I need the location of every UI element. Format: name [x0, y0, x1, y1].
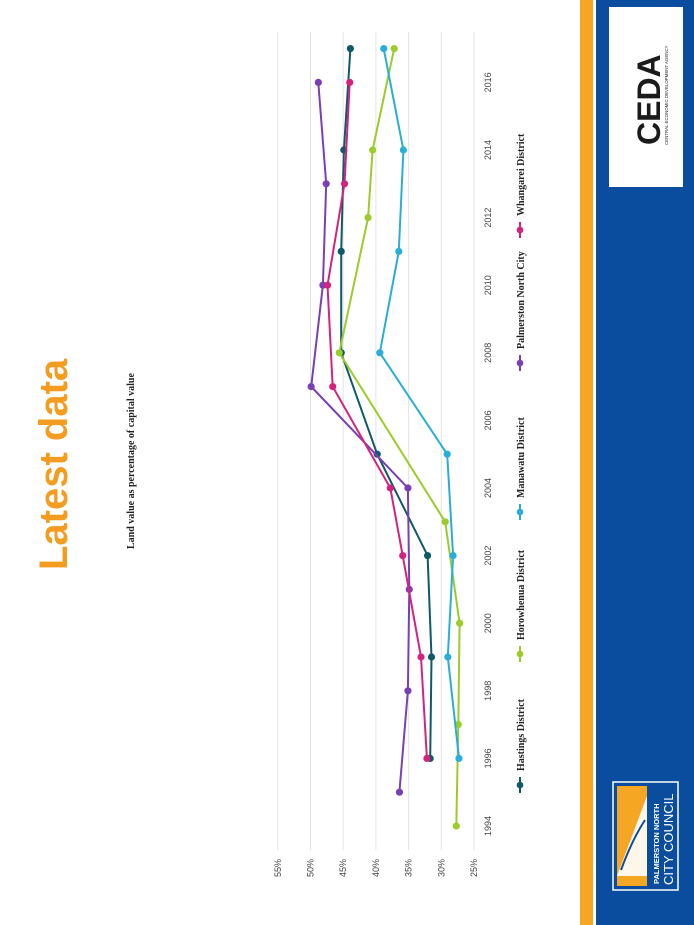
data-point	[449, 552, 457, 560]
data-point	[322, 180, 330, 188]
x-tick-label: 2002	[483, 546, 493, 566]
y-tick-label: 40%	[371, 859, 381, 877]
x-tick-label: 2014	[483, 140, 493, 160]
y-tick-label: 35%	[404, 859, 414, 877]
x-tick-label: 1996	[483, 748, 493, 768]
data-point	[335, 349, 343, 357]
data-point	[454, 721, 462, 729]
data-point	[373, 450, 381, 458]
y-tick-label: 25%	[469, 859, 479, 877]
slide-title: Latest data	[32, 358, 76, 570]
series-layer	[307, 45, 464, 830]
legend-label: Whangarei District	[516, 133, 527, 216]
data-point	[337, 247, 345, 255]
legend: Hastings District Horowhenua District Mana…	[516, 133, 527, 793]
series-1	[337, 45, 436, 763]
ceda-logo: CEDA CENTRAL ECONOMIC DEVELOPMENT AGENCY	[609, 7, 683, 187]
legend-item: Hastings District	[516, 698, 527, 793]
data-point	[329, 383, 337, 391]
data-point	[369, 146, 377, 154]
council-logo-line1: PALMERSTON NORTH	[652, 803, 661, 884]
data-point	[395, 788, 404, 796]
legend-item: Whangarei District	[516, 133, 527, 238]
data-point	[441, 518, 449, 526]
legend-item: Palmerston North City	[516, 251, 527, 371]
x-tick-label: 2008	[483, 343, 493, 363]
legend-item: Horowhenua District	[516, 549, 527, 662]
series-line	[378, 48, 460, 759]
series-4	[307, 78, 413, 796]
series-line	[310, 82, 411, 793]
series-2	[335, 45, 464, 830]
legend-swatch-marker	[516, 781, 524, 789]
data-point	[395, 247, 403, 255]
council-logo-line2: CITY COUNCIL	[661, 794, 676, 886]
series-5	[323, 78, 431, 763]
data-point	[423, 552, 432, 560]
data-point	[323, 281, 332, 289]
data-point	[314, 78, 322, 86]
legend-item: Manawatu District	[516, 417, 527, 520]
legend-swatch-marker	[516, 650, 524, 658]
x-tick-label: 1998	[483, 681, 493, 701]
legend-label: Manawatu District	[516, 417, 527, 498]
legend-label: Palmerston North City	[516, 251, 527, 349]
data-point	[380, 45, 388, 53]
x-tick-label: 2000	[483, 613, 493, 633]
council-logo: PALMERSTON NORTH CITY COUNCIL	[612, 781, 679, 891]
data-point	[346, 78, 354, 86]
data-point	[455, 754, 463, 763]
legend-swatch-marker	[516, 226, 524, 234]
data-point	[423, 754, 431, 763]
data-point	[364, 214, 372, 222]
x-tick-label: 2006	[483, 410, 493, 430]
x-tick-labels: 1994 1996 1998 2000 2002 2004 2006 2008 2010 2012…	[483, 72, 493, 836]
data-point	[340, 180, 349, 188]
x-tick-label: 2012	[483, 208, 493, 228]
y-tick-label: 45%	[338, 859, 348, 877]
data-point	[376, 349, 384, 357]
x-tick-label: 2016	[483, 72, 493, 92]
legend-label: Hastings District	[516, 698, 527, 771]
data-point	[307, 383, 315, 391]
data-point	[452, 822, 460, 830]
data-point	[417, 653, 425, 661]
data-point	[456, 619, 464, 627]
data-point	[404, 687, 412, 695]
legend-label: Horowhenua District	[516, 549, 527, 640]
series-line	[340, 48, 433, 759]
data-point	[346, 45, 354, 53]
ceda-logo-subtitle: CENTRAL ECONOMIC DEVELOPMENT AGENCY	[664, 45, 669, 145]
y-tick-label: 55%	[273, 859, 283, 877]
x-tick-label: 1994	[483, 816, 493, 836]
data-point	[427, 653, 436, 661]
data-point	[386, 484, 394, 492]
data-point	[443, 450, 451, 458]
data-point	[444, 653, 452, 661]
data-point	[399, 552, 407, 560]
chart-title: Land value as percentage of capital valu…	[126, 373, 137, 549]
ceda-logo-text: CEDA	[631, 54, 667, 145]
accent-stripe	[580, 0, 593, 925]
data-point	[399, 146, 407, 154]
legend-swatch-marker	[516, 359, 524, 367]
x-tick-label: 2010	[483, 275, 493, 295]
series-3	[376, 45, 463, 763]
y-tick-label: 50%	[306, 859, 316, 877]
data-point	[404, 484, 412, 492]
y-tick-labels: 25% 30% 35% 40% 45% 50% 55%	[273, 859, 479, 877]
y-tick-label: 30%	[436, 859, 446, 877]
legend-swatch-marker	[516, 508, 524, 516]
series-line	[326, 82, 428, 759]
gridlines	[277, 32, 475, 850]
series-line	[338, 48, 461, 827]
data-point	[390, 45, 398, 53]
x-tick-label: 2004	[483, 478, 493, 498]
